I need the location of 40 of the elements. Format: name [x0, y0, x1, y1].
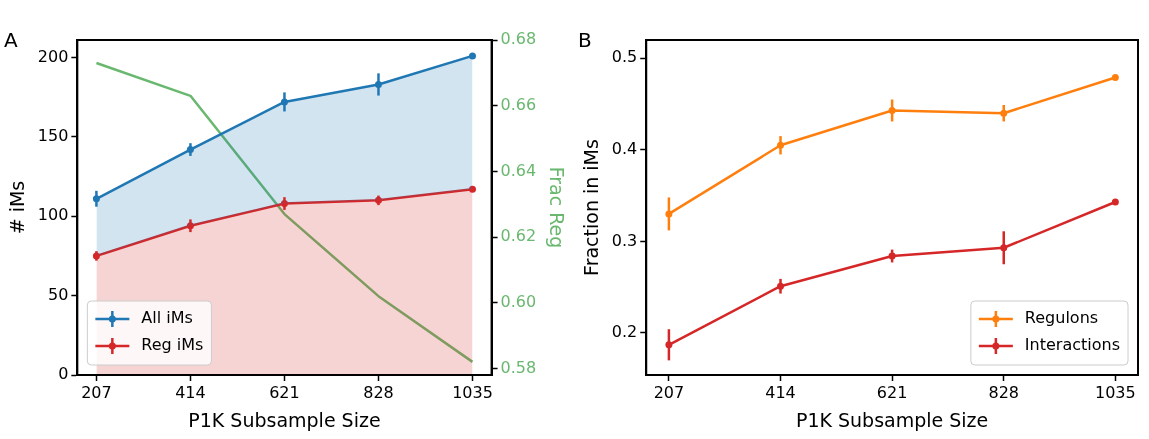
y-tick-label: 0.4 — [611, 138, 638, 158]
y2-axis-title: Frac Reg — [545, 166, 568, 249]
x-tick-label: 621 — [269, 382, 300, 402]
x-tick-label: 1035 — [1094, 382, 1136, 402]
y-tick-label: 100 — [37, 205, 69, 225]
y-axis-title: # iMs — [6, 180, 29, 235]
legend-label: Regulons — [1024, 308, 1099, 328]
y-tick-label: 0 — [58, 364, 69, 384]
y-tick-label: 0.3 — [611, 230, 638, 250]
x-tick-label: 207 — [81, 382, 112, 402]
y-tick-label: 0.2 — [611, 322, 638, 342]
y2-tick-label: 0.58 — [500, 357, 537, 377]
point — [1111, 198, 1119, 206]
point — [469, 185, 476, 193]
y2-tick-label: 0.64 — [500, 160, 537, 180]
x-axis-title: P1K Subsample Size — [795, 408, 989, 431]
y-tick-label: 50 — [47, 284, 69, 304]
point — [469, 52, 476, 60]
x-tick-label: 1035 — [452, 382, 493, 402]
x-axis-title: P1K Subsample Size — [188, 408, 381, 431]
y-tick-label: 0.5 — [611, 47, 638, 67]
x-tick-label: 414 — [765, 382, 796, 402]
y-axis-title: Fraction in iMs — [580, 139, 603, 276]
legend-label: All iMs — [141, 308, 193, 328]
x-tick-label: 828 — [363, 382, 394, 402]
y2-tick-label: 0.62 — [500, 226, 537, 246]
x-tick-label: 414 — [175, 382, 206, 402]
y2-tick-label: 0.68 — [500, 29, 537, 49]
y2-tick-label: 0.66 — [500, 94, 537, 114]
y-tick-label: 150 — [37, 126, 69, 145]
chart-title: B — [578, 28, 592, 53]
y2-tick-label: 0.60 — [500, 291, 537, 311]
x-tick-label: 621 — [876, 382, 908, 402]
legend-label: Interactions — [1024, 335, 1120, 355]
chart-title: A — [4, 28, 18, 53]
x-tick-label: 207 — [653, 382, 685, 402]
y-tick-label: 200 — [37, 46, 69, 66]
legend-label: Reg iMs — [141, 335, 204, 355]
point — [1111, 74, 1119, 82]
x-tick-label: 828 — [988, 382, 1020, 402]
